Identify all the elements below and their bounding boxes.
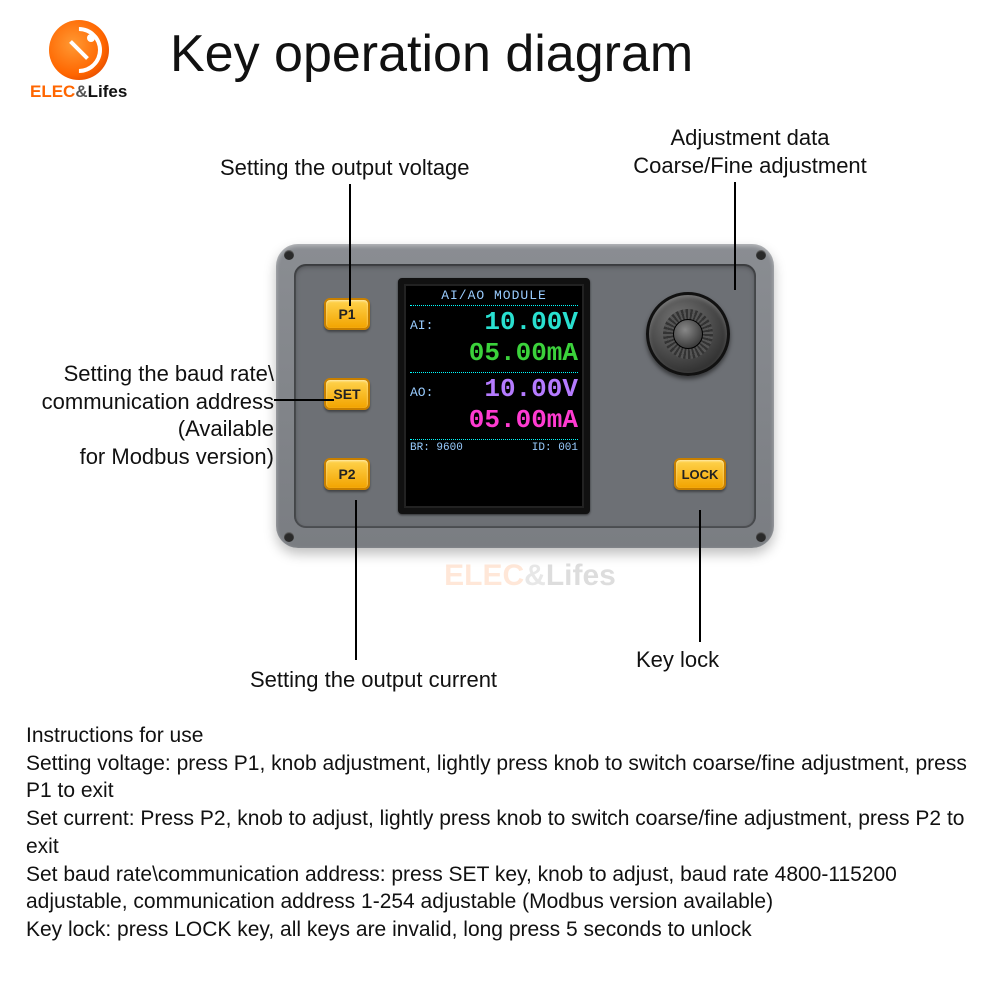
watermark-bottom: ELEC&Lifes xyxy=(444,559,616,593)
logo-part-1: ELEC xyxy=(30,82,75,101)
lcd-screen: AI/AO MODULE AI: 10.00V 05.00mA AO: 10.0… xyxy=(398,278,590,514)
screen-ai-current: 05.00mA xyxy=(436,338,578,368)
device-panel: P1 SET P2 LOCK AI/AO MODULE AI: 10.00V 0… xyxy=(276,244,774,548)
callout-p1: Setting the output voltage xyxy=(220,154,470,182)
logo-part-2: Lifes xyxy=(88,82,128,101)
logo-icon xyxy=(49,20,109,80)
screen-ai-voltage: 10.00V xyxy=(436,307,578,337)
instr-title: Instructions for use xyxy=(26,722,974,750)
screen-ao-label: AO: xyxy=(410,385,436,400)
brand-logo: ELEC&Lifes xyxy=(30,20,127,102)
callout-knob-l1: Adjustment data xyxy=(570,124,930,152)
callout-set-l2: communication address xyxy=(6,388,274,416)
instr-line: Set current: Press P2, knob to adjust, l… xyxy=(26,805,974,860)
instr-line: Set baud rate\communication address: pre… xyxy=(26,861,974,916)
page-title: Key operation diagram xyxy=(170,24,693,84)
callout-knob: Adjustment data Coarse/Fine adjustment xyxy=(570,124,930,179)
screw-icon xyxy=(756,532,766,542)
device-face: P1 SET P2 LOCK AI/AO MODULE AI: 10.00V 0… xyxy=(294,264,756,528)
screw-icon xyxy=(756,250,766,260)
callout-p2: Setting the output current xyxy=(250,666,497,694)
callout-set: Setting the baud rate\ communication add… xyxy=(6,360,274,470)
callout-set-l4: for Modbus version) xyxy=(6,443,274,471)
screen-ao-current: 05.00mA xyxy=(436,405,578,435)
callout-set-l3: (Available xyxy=(6,415,274,443)
screen-footer: BR: 9600 ID: 001 xyxy=(410,439,578,454)
callout-knob-l2: Coarse/Fine adjustment xyxy=(570,152,930,180)
screen-header: AI/AO MODULE xyxy=(410,288,578,306)
screw-icon xyxy=(284,532,294,542)
instr-line: Key lock: press LOCK key, all keys are i… xyxy=(26,916,974,944)
set-button[interactable]: SET xyxy=(324,378,370,410)
screw-icon xyxy=(284,250,294,260)
p2-button[interactable]: P2 xyxy=(324,458,370,490)
p1-button[interactable]: P1 xyxy=(324,298,370,330)
adjustment-knob[interactable] xyxy=(646,292,730,376)
callout-set-l1: Setting the baud rate\ xyxy=(6,360,274,388)
logo-text: ELEC&Lifes xyxy=(30,82,127,102)
instructions-block: Instructions for use Setting voltage: pr… xyxy=(26,722,974,944)
callout-lock: Key lock xyxy=(636,646,719,674)
lock-button[interactable]: LOCK xyxy=(674,458,726,490)
instr-line: Setting voltage: press P1, knob adjustme… xyxy=(26,750,974,805)
screen-ai-label: AI: xyxy=(410,318,436,333)
logo-amp: & xyxy=(75,82,87,101)
screen-ao-voltage: 10.00V xyxy=(436,374,578,404)
